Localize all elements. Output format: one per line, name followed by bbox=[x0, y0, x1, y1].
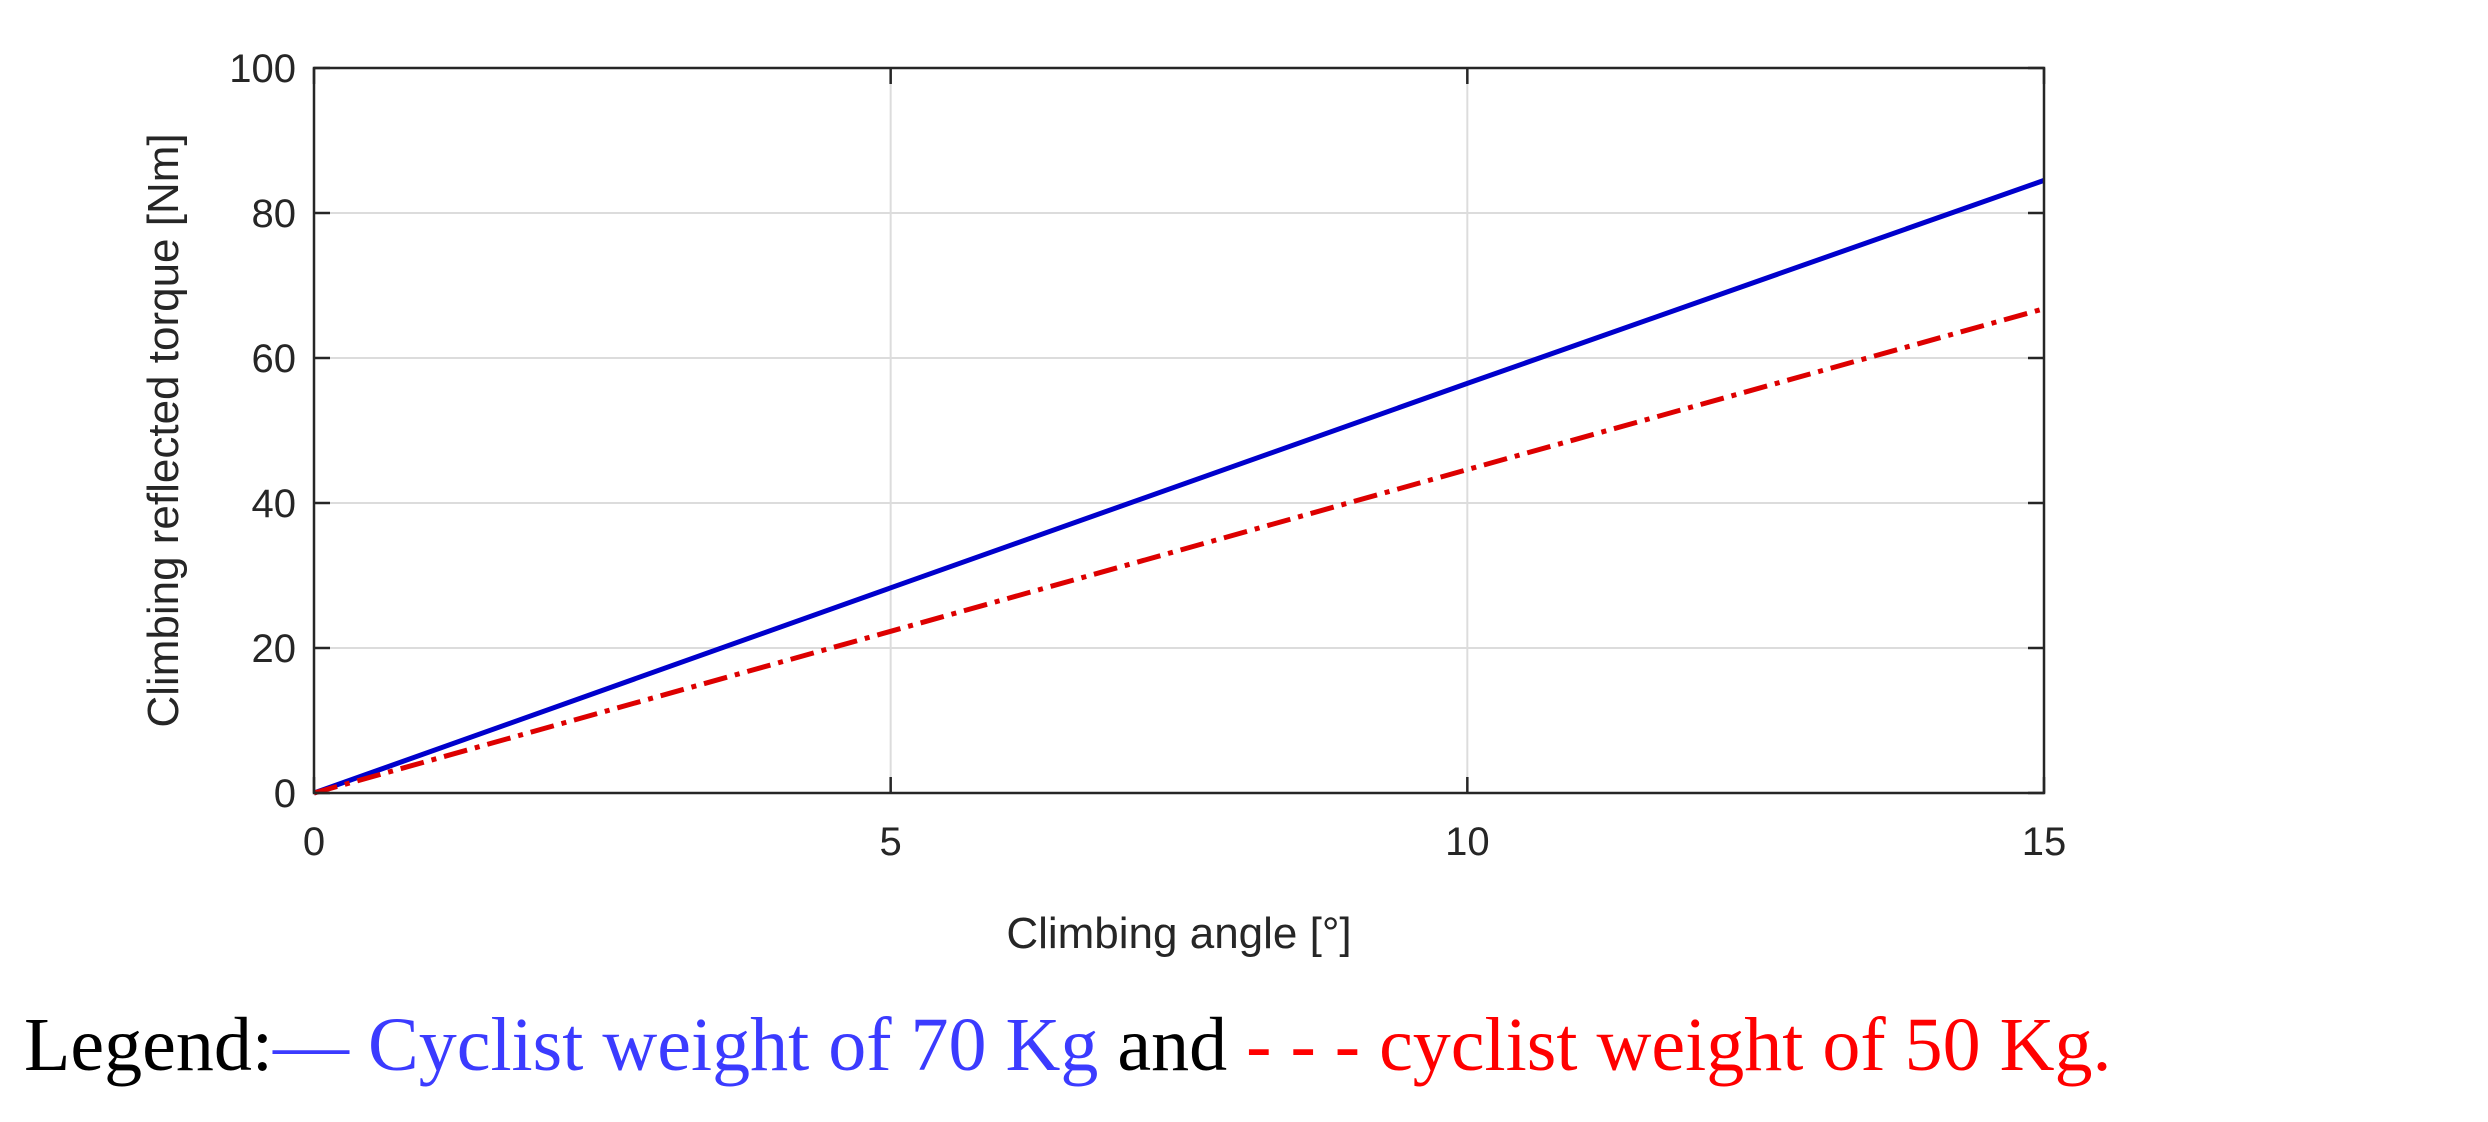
legend-blue-marker: — bbox=[273, 1003, 350, 1087]
chart: 0 5 10 15 0 20 40 60 80 100 Climbing angle [°] C… bbox=[139, 47, 2066, 958]
y-axis-label: Climbing reflected torque [Nm] bbox=[139, 133, 188, 727]
legend-joiner: and bbox=[1117, 1003, 1228, 1087]
y-tick-label: 80 bbox=[252, 192, 297, 236]
series-line-50kg bbox=[313, 306, 2045, 796]
axes-box bbox=[312, 66, 2046, 795]
x-tick-labels: 0 5 10 15 bbox=[303, 820, 2066, 864]
grid bbox=[314, 68, 2044, 793]
y-tick-label: 20 bbox=[252, 627, 297, 671]
y-tick-label: 0 bbox=[274, 772, 296, 816]
x-tick-label: 10 bbox=[1445, 820, 1490, 864]
legend-red-marker: - - - bbox=[1246, 1003, 1361, 1087]
x-tick-label: 5 bbox=[880, 820, 902, 864]
y-tick-label: 60 bbox=[252, 337, 297, 381]
x-tick-label: 0 bbox=[303, 820, 325, 864]
legend-blue-text: Cyclist weight of 70 Kg bbox=[368, 1003, 1099, 1087]
plot-area bbox=[314, 68, 2044, 793]
series-line-70kg bbox=[313, 178, 2045, 796]
y-tick-labels: 0 20 40 60 80 100 bbox=[229, 47, 296, 816]
legend-red-text: cyclist weight of 50 Kg. bbox=[1379, 1003, 2112, 1087]
y-tick-label: 40 bbox=[252, 482, 297, 526]
legend-prefix: Legend: bbox=[24, 1003, 274, 1087]
x-axis-label: Climbing angle [°] bbox=[1006, 909, 1351, 958]
series-group bbox=[313, 178, 2045, 796]
ticks bbox=[312, 66, 2046, 795]
y-tick-label: 100 bbox=[229, 47, 296, 91]
legend-caption: Legend:— Cyclist weight of 70 Kg and - -… bbox=[24, 1000, 2112, 1090]
x-tick-label: 15 bbox=[2022, 820, 2067, 864]
